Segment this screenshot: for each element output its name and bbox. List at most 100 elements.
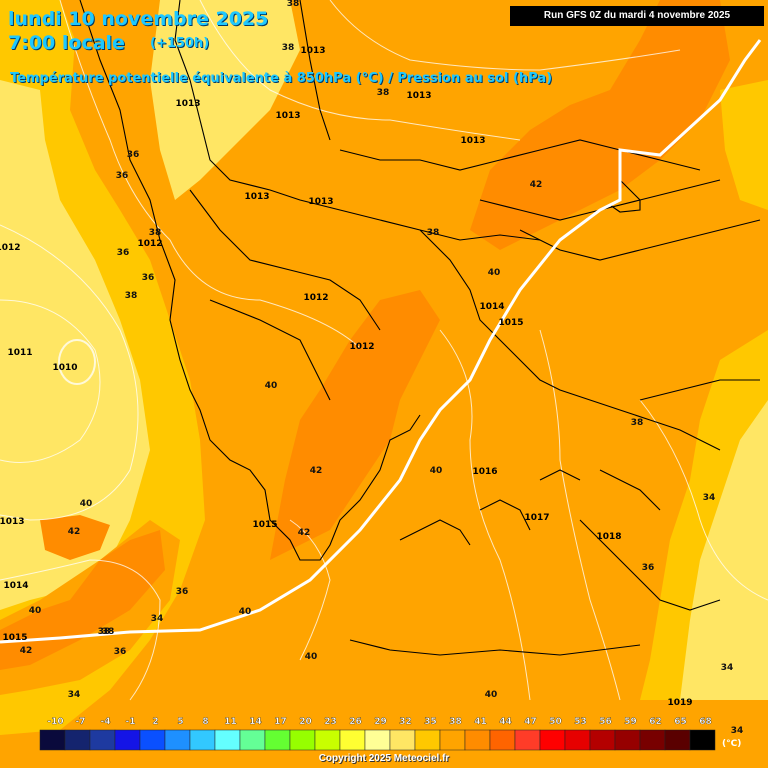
colorbar-tick-label: -10 bbox=[47, 717, 63, 727]
colorbar-tick-label: 38 bbox=[449, 717, 462, 727]
theta-label: 40 bbox=[305, 652, 318, 662]
time-line: 7:00 locale bbox=[8, 32, 125, 54]
colorbar-tick-label: 44 bbox=[499, 717, 512, 727]
theta-zone-32-east bbox=[680, 400, 768, 700]
isobar-label: 1011 bbox=[7, 348, 32, 358]
colorbar-tick-label: 20 bbox=[299, 717, 312, 727]
colorbar-swatch bbox=[389, 729, 416, 751]
theta-label: 40 bbox=[485, 690, 498, 700]
colorbar-swatch bbox=[164, 729, 191, 751]
theta-label: 42 bbox=[68, 527, 81, 537]
front-line bbox=[0, 39, 762, 644]
colorbar-tick-label: 65 bbox=[674, 717, 687, 727]
theta-label: 36 bbox=[117, 248, 130, 258]
isobar-label: 1013 bbox=[175, 99, 200, 109]
colorbar-tick-label: 32 bbox=[399, 717, 412, 727]
theta-zone-41-south bbox=[0, 530, 165, 670]
theta-label: 40 bbox=[488, 268, 501, 278]
colorbar-swatch bbox=[239, 729, 266, 751]
colorbar-tick-label: 35 bbox=[424, 717, 437, 727]
theta-zone-35-northeast bbox=[720, 80, 768, 210]
theta-label: 38 bbox=[149, 228, 162, 238]
isobar-label: 1013 bbox=[275, 111, 300, 121]
theta-label: 40 bbox=[29, 606, 42, 616]
isobar-label: 1013 bbox=[406, 91, 431, 101]
colorbar-tick-label: 29 bbox=[374, 717, 387, 727]
theta-zone-41-west bbox=[40, 515, 110, 560]
colorbar-swatch bbox=[664, 729, 691, 751]
colorbar-tick-label: 11 bbox=[224, 717, 237, 727]
colorbar-tick-label: 62 bbox=[649, 717, 662, 727]
date-line: lundi 10 novembre 2025 bbox=[8, 8, 269, 30]
colorbar-swatch bbox=[539, 729, 566, 751]
coastlines bbox=[79, 0, 761, 656]
colorbar-swatch bbox=[39, 729, 66, 751]
isobar-label: 1013 bbox=[0, 517, 25, 527]
colorbar-swatch bbox=[339, 729, 366, 751]
colorbar-swatch bbox=[289, 729, 316, 751]
colorbar-tick-label: 53 bbox=[574, 717, 587, 727]
colorbar-tick-label: -1 bbox=[126, 717, 136, 727]
isobar-label: 1015 bbox=[498, 318, 523, 328]
colorbar-tick-label: 8 bbox=[202, 717, 208, 727]
colorbar-swatch bbox=[264, 729, 291, 751]
isobar-label: 1017 bbox=[524, 513, 549, 523]
theta-label: 40 bbox=[80, 499, 93, 509]
theta-label: 42 bbox=[298, 528, 311, 538]
isobar-label: 1014 bbox=[3, 581, 28, 591]
colorbar-swatch bbox=[514, 729, 541, 751]
isobar-label: 1018 bbox=[596, 532, 621, 542]
colorbar-tick-label: 26 bbox=[349, 717, 362, 727]
theta-label: 34 bbox=[703, 493, 716, 503]
colorbar-swatch bbox=[639, 729, 666, 751]
isobar-label: 1015 bbox=[2, 633, 27, 643]
isobar-label: 1013 bbox=[460, 136, 485, 146]
theta-label: 38 bbox=[631, 418, 644, 428]
colorbar-swatch bbox=[439, 729, 466, 751]
theta-label: 36 bbox=[176, 587, 189, 597]
colorbar-tick-label: 41 bbox=[474, 717, 487, 727]
colorbar-swatch bbox=[464, 729, 491, 751]
colorbar-swatch bbox=[189, 729, 216, 751]
theta-label: 38 bbox=[282, 43, 295, 53]
theta-label: 36 bbox=[142, 273, 155, 283]
colorbar-swatch bbox=[89, 729, 116, 751]
copyright: Copyright 2025 Meteociel.fr bbox=[318, 753, 450, 764]
colorbar-tick-label: 68 bbox=[699, 717, 712, 727]
isobar-labels: 1013 1013 1013 1013 1013 1013 1013 1012 1012 1012… bbox=[0, 46, 693, 708]
theta-label: 36 bbox=[116, 171, 129, 181]
theta-label: 34 bbox=[68, 690, 81, 700]
map-subtitle: Température potentielle équivalente à 85… bbox=[10, 71, 553, 86]
colorbar-unit: (°C) bbox=[722, 739, 741, 749]
colorbar-swatch bbox=[314, 729, 341, 751]
theta-label: 36 bbox=[642, 563, 655, 573]
colorbar-swatch bbox=[114, 729, 141, 751]
colorbar-tick-label: 2 bbox=[152, 717, 158, 727]
colorbar-tick-label: 50 bbox=[549, 717, 562, 727]
theta-label: 40 bbox=[265, 381, 278, 391]
colorbar-swatch bbox=[364, 729, 391, 751]
colorbar-swatch bbox=[689, 729, 716, 751]
theta-label: 38 bbox=[98, 627, 111, 637]
colorbar-swatch bbox=[589, 729, 616, 751]
colorbar-swatch bbox=[564, 729, 591, 751]
theta-label: 40 bbox=[430, 466, 443, 476]
isobar-label: 1014 bbox=[479, 302, 504, 312]
colorbar-swatch bbox=[489, 729, 516, 751]
colorbar-tick-label: 56 bbox=[599, 717, 612, 727]
colorbar-tick-label: 23 bbox=[324, 717, 337, 727]
theta-label: 34 bbox=[731, 726, 744, 736]
theta-label: 42 bbox=[20, 646, 33, 656]
colorbar-tick-label: 59 bbox=[624, 717, 637, 727]
isobar-label: 1016 bbox=[472, 467, 497, 477]
isobar-label: 1012 bbox=[349, 342, 374, 352]
theta-zone-41-greece bbox=[270, 290, 440, 560]
theta-label: 42 bbox=[310, 466, 323, 476]
colorbar-tick-label: 17 bbox=[274, 717, 287, 727]
colorbar-tick-label: -4 bbox=[101, 717, 111, 727]
theta-label: 34 bbox=[151, 614, 164, 624]
theta-label: 40 bbox=[239, 607, 252, 617]
isobar-label: 1012 bbox=[303, 293, 328, 303]
